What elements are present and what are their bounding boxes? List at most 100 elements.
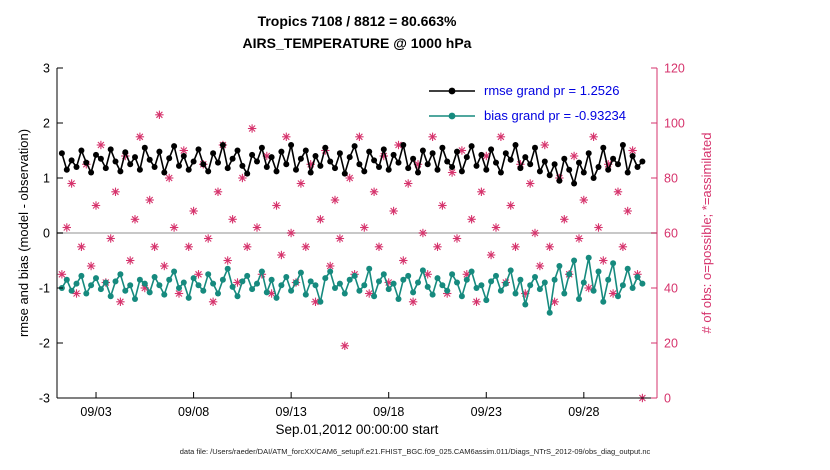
bias-markers xyxy=(58,254,646,316)
right-tick-label: 100 xyxy=(664,117,685,131)
rmse-point xyxy=(102,165,109,172)
rmse-point xyxy=(356,161,363,168)
asterisk-stroke xyxy=(239,174,246,182)
asterisk-stroke xyxy=(590,133,597,141)
legend-item-rmse: rmse grand pr = 1.2526 xyxy=(428,78,626,103)
asterisk-stroke xyxy=(341,342,349,350)
bias-line-marker xyxy=(429,112,475,119)
asterisk-stroke xyxy=(204,235,212,242)
asterisk-stroke xyxy=(195,270,202,278)
bias-point xyxy=(336,280,343,287)
bias-point xyxy=(195,282,202,289)
right-tick-label: 0 xyxy=(664,392,671,406)
obs-asterisk-marker xyxy=(389,206,398,216)
bias-point xyxy=(556,263,563,269)
asterisk-stroke xyxy=(336,235,344,242)
rmse-point xyxy=(127,161,134,168)
obs-asterisk-marker xyxy=(511,242,520,252)
bias-line xyxy=(61,257,644,313)
bias-point xyxy=(541,279,548,286)
obs-asterisk-marker xyxy=(506,201,515,210)
asterisk-stroke xyxy=(180,147,188,154)
rmse-point xyxy=(571,180,578,187)
rmse-point xyxy=(361,168,368,175)
obs-asterisk-marker xyxy=(599,256,608,265)
rmse-point xyxy=(483,166,490,173)
bias-point xyxy=(219,276,226,283)
asterisk-stroke xyxy=(107,235,115,242)
rmse-point xyxy=(600,144,607,151)
rmse-point xyxy=(83,159,90,166)
rmse-point xyxy=(502,150,509,157)
obs-asterisk-marker xyxy=(169,223,179,232)
obs-asterisk-marker xyxy=(164,173,174,183)
asterisk-stroke xyxy=(507,202,515,209)
bias-point xyxy=(527,282,534,289)
rmse-point xyxy=(351,143,358,150)
plot-title-line2: AIRS_TEMPERATURE @ 1000 hPa xyxy=(242,35,472,51)
rmse-point xyxy=(166,155,173,162)
obs-asterisk-marker xyxy=(374,242,384,252)
bias-point xyxy=(361,282,368,289)
obs-asterisk-marker xyxy=(447,168,457,177)
rmse-point xyxy=(176,162,182,169)
asterisk-stroke xyxy=(346,174,354,182)
obs-asterisk-marker xyxy=(477,187,486,197)
bias-point xyxy=(610,260,617,267)
asterisk-stroke xyxy=(390,207,397,215)
bias-point xyxy=(127,282,134,289)
obs-asterisk-marker xyxy=(545,242,554,252)
bias-point xyxy=(234,293,241,300)
rmse-point xyxy=(302,147,309,154)
bias-point xyxy=(102,279,109,286)
obs-asterisk-marker xyxy=(135,132,145,142)
asterisk-stroke xyxy=(419,229,427,237)
bias-point xyxy=(229,283,236,290)
bias-point xyxy=(254,280,260,287)
bias-point xyxy=(566,271,573,278)
rmse-point xyxy=(517,165,524,172)
bias-point xyxy=(332,285,338,291)
bias-point xyxy=(502,280,509,287)
obs-asterisk-marker xyxy=(613,187,623,197)
bias-point xyxy=(419,267,426,274)
rmse-point xyxy=(546,172,553,179)
bias-point xyxy=(371,293,378,300)
obs-asterisk-marker xyxy=(623,206,632,216)
obs-asterisk-marker xyxy=(584,283,593,293)
obs-asterisk-marker xyxy=(301,242,310,252)
x-tick-label: 09/23 xyxy=(471,405,502,419)
asterisk-stroke xyxy=(429,133,436,141)
rmse-point xyxy=(454,148,460,155)
bias-point xyxy=(322,275,329,282)
rmse-point xyxy=(400,142,407,148)
rmse-point xyxy=(380,146,387,153)
asterisk-stroke xyxy=(531,229,539,237)
asterisk-stroke xyxy=(453,235,461,242)
asterisk-stroke xyxy=(551,298,558,306)
obs-asterisk-marker xyxy=(535,261,545,271)
obs-asterisk-marker xyxy=(394,140,403,150)
bias-point xyxy=(307,278,314,285)
obs-asterisk-marker xyxy=(130,215,140,224)
bias-point xyxy=(63,276,70,283)
asterisk-stroke xyxy=(439,202,446,209)
plot-title-line1: Tropics 7108 / 8812 = 80.663% xyxy=(257,13,457,29)
obs-asterisk-marker xyxy=(399,256,408,265)
bias-point xyxy=(273,294,280,301)
bias-point xyxy=(156,282,163,289)
asterisk-stroke xyxy=(399,257,407,264)
left-tick-label: 0 xyxy=(43,227,50,241)
bias-point xyxy=(444,287,451,294)
rmse-point xyxy=(615,161,621,168)
rmse-point xyxy=(595,164,602,170)
rmse-point xyxy=(419,147,426,154)
obs-asterisk-marker xyxy=(467,215,476,224)
asterisk-stroke xyxy=(170,224,178,231)
rmse-point xyxy=(141,144,148,151)
bias-point xyxy=(293,279,299,286)
rmse-point xyxy=(556,177,563,184)
bias-point xyxy=(595,268,602,275)
rmse-point xyxy=(605,166,612,173)
rmse-point xyxy=(297,155,304,162)
